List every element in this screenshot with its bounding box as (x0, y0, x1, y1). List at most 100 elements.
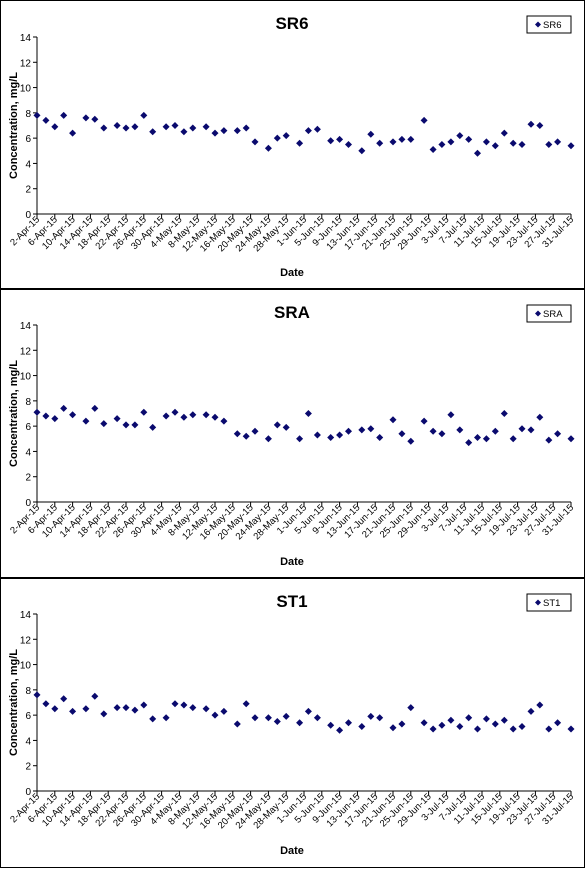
data-point (313, 125, 321, 133)
y-tick-label: 10 (20, 661, 32, 672)
data-point (536, 701, 544, 709)
legend-marker (535, 21, 541, 28)
data-point (336, 431, 344, 439)
data-point (345, 719, 352, 727)
y-tick-label: 6 (25, 134, 31, 145)
data-point (420, 116, 428, 124)
data-point (69, 129, 77, 137)
legend-marker (535, 599, 541, 606)
data-point (273, 421, 281, 429)
y-tick-label: 14 (20, 33, 32, 44)
data-point (474, 434, 481, 441)
data-point (282, 423, 290, 431)
data-point (33, 691, 41, 699)
chart-title: SR6 (275, 14, 308, 33)
data-point (131, 421, 139, 429)
data-point (567, 435, 575, 443)
data-point (211, 129, 219, 137)
data-point (554, 719, 562, 727)
data-point (376, 434, 384, 441)
data-point (407, 704, 415, 712)
data-point (545, 436, 553, 444)
data-point (456, 723, 464, 730)
y-tick-label: 2 (25, 473, 31, 484)
data-point (304, 410, 312, 417)
data-point (429, 146, 437, 153)
data-point (491, 720, 499, 728)
data-point (162, 412, 170, 420)
data-point (398, 135, 406, 143)
data-point (358, 147, 366, 155)
data-point (456, 426, 464, 434)
data-point (567, 142, 575, 150)
data-point (407, 437, 415, 445)
data-point (509, 725, 517, 733)
data-point (313, 714, 321, 722)
data-point (282, 132, 290, 140)
data-point (313, 431, 321, 439)
data-point (140, 111, 148, 119)
data-point (327, 434, 335, 441)
data-point (554, 138, 562, 146)
y-tick-label: 14 (20, 610, 32, 621)
data-point (456, 132, 464, 140)
data-point (149, 715, 157, 723)
data-point (438, 141, 446, 148)
data-point (140, 408, 148, 416)
data-point (233, 430, 241, 438)
legend-label: ST1 (543, 598, 560, 609)
data-point (447, 411, 455, 419)
data-point (122, 421, 130, 429)
y-tick-label: 4 (25, 736, 31, 747)
data-point (336, 135, 344, 143)
y-tick-label: 8 (25, 686, 31, 697)
data-point (180, 128, 188, 136)
data-point (211, 413, 219, 421)
data-point (251, 427, 259, 435)
data-point (233, 720, 241, 728)
legend-box (526, 593, 572, 612)
data-point (509, 139, 517, 147)
data-point (465, 135, 473, 143)
y-tick-label: 0 (25, 210, 31, 221)
data-point (202, 123, 210, 131)
data-point (82, 417, 90, 425)
data-point (545, 141, 553, 148)
data-point (474, 149, 481, 157)
y-tick-label: 2 (25, 762, 31, 773)
data-point (420, 719, 428, 727)
data-point (113, 415, 121, 423)
data-point (264, 714, 272, 722)
data-point (51, 123, 59, 131)
data-point (220, 707, 228, 715)
data-point (465, 714, 473, 722)
data-point (140, 701, 148, 709)
y-tick-label: 12 (20, 58, 32, 69)
legend-box (526, 304, 572, 323)
data-point (60, 111, 68, 119)
data-point (482, 715, 490, 723)
data-point (220, 417, 228, 425)
data-point (500, 716, 508, 724)
data-point (420, 417, 428, 425)
data-point (327, 721, 335, 729)
data-point (500, 129, 508, 137)
data-point (367, 425, 375, 433)
data-point (149, 423, 157, 431)
data-point (398, 430, 406, 438)
data-point (122, 124, 130, 132)
data-point (407, 135, 415, 143)
data-point (273, 718, 281, 725)
data-point (474, 725, 481, 733)
data-point (358, 426, 366, 434)
data-point (482, 138, 490, 146)
data-point (367, 130, 375, 138)
data-point (242, 700, 250, 708)
data-point (33, 408, 41, 416)
data-point (69, 411, 77, 419)
y-tick-label: 6 (25, 711, 31, 722)
x-axis-label: Date (280, 267, 304, 279)
data-point (91, 115, 99, 123)
